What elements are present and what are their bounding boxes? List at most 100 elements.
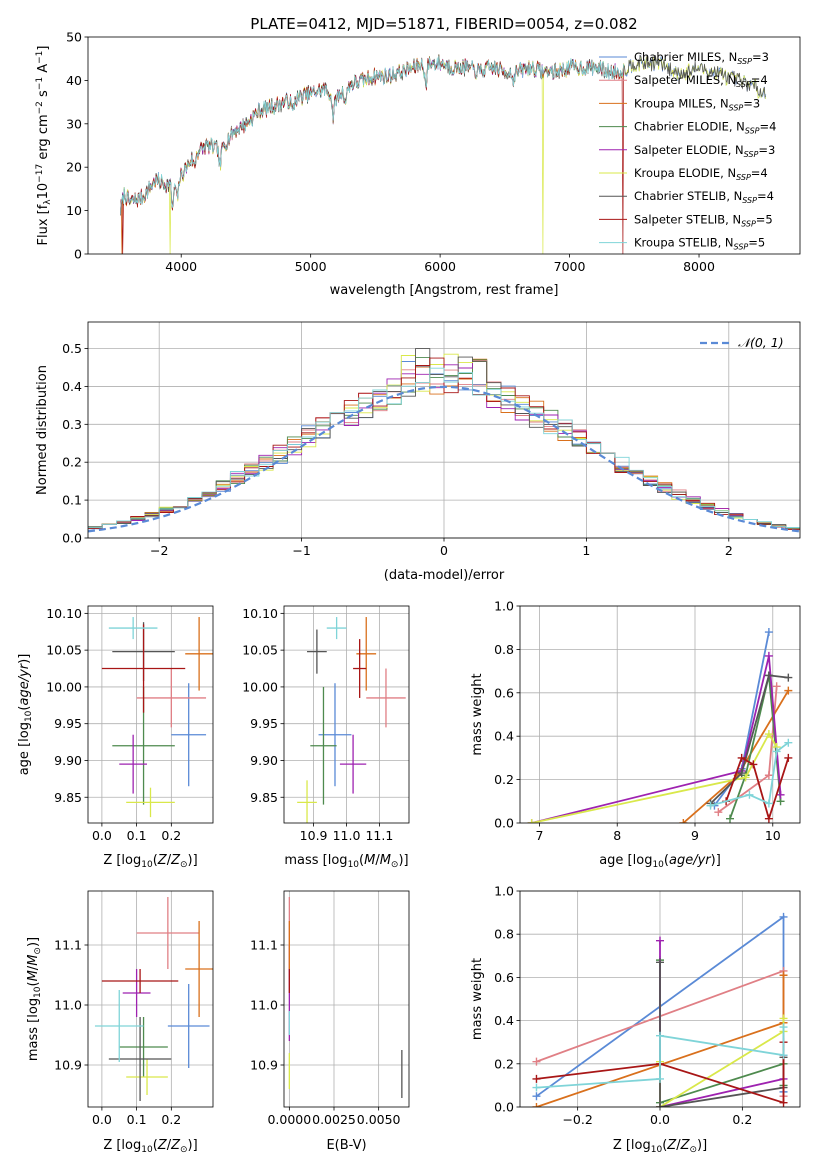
y-tick-label: 0.4 bbox=[494, 729, 514, 744]
x-axis-label-part: ⊙ bbox=[180, 860, 188, 870]
plot-area bbox=[288, 897, 403, 1098]
y-tick-label: 11.1 bbox=[54, 938, 82, 953]
x-axis-label-part: 10 bbox=[348, 860, 360, 870]
axes-frame: 4000 5000 6000 7000 8000 0 10 20 30 40 50 bbox=[66, 30, 801, 274]
mass-weight-line bbox=[709, 674, 789, 805]
y-tick-label: 1.0 bbox=[494, 599, 514, 614]
legend-sub: SSP bbox=[734, 243, 749, 252]
y-tick-label: 0.8 bbox=[494, 642, 514, 657]
x-axis-label-part: M bbox=[364, 853, 375, 868]
y-tick-label: 30 bbox=[66, 116, 82, 131]
mass-weight-marker bbox=[532, 1092, 541, 1101]
y-axis-label-part: ⊙ bbox=[33, 947, 43, 955]
legend-sub: SSP bbox=[745, 127, 760, 136]
legend-label: Kroupa STELIB, NSSP=5 bbox=[634, 236, 765, 252]
mass-weight-marker bbox=[784, 673, 793, 682]
x-tick-label: 0.2 bbox=[161, 828, 181, 843]
legend-model: Chabrier ELODIE, N bbox=[634, 120, 745, 134]
mass-weight-marker bbox=[764, 771, 773, 780]
spectrum-line bbox=[120, 54, 625, 216]
y-axis-label-part: λ bbox=[43, 199, 53, 205]
x-axis-label-part: Z bbox=[170, 853, 181, 868]
x-axis-label-part: Z [log bbox=[613, 1138, 651, 1153]
mass-weight-marker bbox=[779, 912, 788, 921]
legend-model: Kroupa STELIB, N bbox=[634, 236, 734, 250]
axes-frame: −2 −1 0 1 2 0.0 0.1 0.2 0.3 0.4 0.5 bbox=[62, 321, 801, 558]
legend-label: Kroupa ELODIE, NSSP=4 bbox=[634, 166, 768, 182]
y-tick-label: 11.1 bbox=[250, 938, 278, 953]
plot-area bbox=[120, 54, 767, 254]
plot-area bbox=[297, 617, 406, 823]
x-axis-label-part: 10 bbox=[652, 860, 664, 870]
legend-label: Salpeter ELODIE, NSSP=3 bbox=[634, 143, 775, 159]
y-tick-label: 0.2 bbox=[62, 455, 82, 470]
axes-frame: 0.0 0.1 0.2 9.85 9.90 9.95 10.00 10.05 10.10 bbox=[46, 605, 214, 843]
x-tick-label: 10.9 bbox=[300, 828, 328, 843]
mass-weight-marker bbox=[714, 808, 723, 817]
x-tick-label: 4000 bbox=[165, 259, 197, 274]
x-axis-label-part: Z bbox=[680, 1138, 691, 1153]
y-tick-label: 0.5 bbox=[62, 341, 82, 356]
x-axis-label: E(B-V) bbox=[326, 1138, 366, 1153]
x-axis-label-part: 10 bbox=[141, 1145, 153, 1155]
mass-weight-marker bbox=[679, 819, 688, 823]
y-axis-label-part: A bbox=[36, 64, 51, 77]
y-axis-label-part: Flux [f bbox=[36, 204, 51, 245]
mass-weight-marker bbox=[784, 686, 793, 695]
legend-label: 𝒩(0, 1) bbox=[738, 335, 784, 350]
y-tick-label: 9.90 bbox=[250, 753, 278, 768]
x-tick-label: −2 bbox=[150, 543, 168, 558]
x-axis-label-part: )] bbox=[711, 853, 721, 868]
legend-model: Kroupa ELODIE, N bbox=[634, 166, 736, 180]
mass-weight-marker bbox=[741, 773, 750, 782]
legend-label: Chabrier ELODIE, NSSP=4 bbox=[634, 120, 776, 136]
legend-count: =4 bbox=[751, 166, 768, 180]
y-axis-label-part: ( bbox=[17, 706, 32, 711]
x-axis-label-part: mass [log bbox=[284, 853, 347, 868]
mass-weight-line bbox=[531, 655, 782, 823]
mass-weight-marker bbox=[706, 801, 715, 810]
x-tick-label: 1 bbox=[582, 543, 590, 558]
x-tick-label: 2 bbox=[725, 543, 733, 558]
y-axis-label-part: M bbox=[26, 955, 41, 966]
mass-weight-marker bbox=[779, 1051, 788, 1060]
y-tick-label: 40 bbox=[66, 73, 82, 88]
mass-weight-marker bbox=[656, 1031, 664, 1040]
plot-area bbox=[101, 617, 213, 818]
mass-weight-marker bbox=[737, 769, 746, 778]
axes-frame: 0.0000 0.0025 0.0050 10.9 11.0 11.1 bbox=[250, 890, 410, 1127]
x-axis-label-part: Z bbox=[157, 1138, 168, 1153]
x-tick-label: 0.0050 bbox=[357, 1112, 401, 1127]
x-axis-label-part: Z bbox=[666, 1138, 677, 1153]
x-axis-label-part: )] bbox=[398, 853, 408, 868]
y-axis-label: Flux [fλ10−17 erg cm−2 s−1 A−1] bbox=[35, 46, 53, 246]
y-tick-label: 0.4 bbox=[62, 379, 82, 394]
y-tick-label: 0.4 bbox=[494, 1013, 514, 1028]
axes-frame: 0.0 0.1 0.2 10.9 11.0 11.1 bbox=[54, 890, 214, 1127]
x-axis-label-part: M bbox=[380, 853, 391, 868]
mass-weight-marker bbox=[779, 1098, 788, 1107]
x-axis-label-part: ( bbox=[153, 853, 158, 868]
y-axis-label-part: −1 bbox=[35, 51, 45, 64]
x-tick-label: 0.1 bbox=[127, 828, 147, 843]
y-axis-label-part: )] bbox=[26, 937, 41, 947]
legend-sub: SSP bbox=[744, 150, 759, 159]
legend-sub: SSP bbox=[729, 103, 744, 112]
x-axis-label: Z [log10(Z/Z⊙)] bbox=[103, 1138, 197, 1155]
x-tick-label: 7 bbox=[535, 828, 543, 843]
x-axis-label: Z [log10(Z/Z⊙)] bbox=[613, 1138, 707, 1155]
mass-weight-marker bbox=[737, 753, 746, 762]
x-axis-label-part: ( bbox=[153, 1138, 158, 1153]
legend-model: Salpeter MILES, N bbox=[634, 73, 736, 87]
mass-vs-z-panel: 0.0 0.1 0.210.911.011.1Z [log10(Z/Z⊙)]mass… bbox=[26, 890, 214, 1155]
y-tick-label: 0.1 bbox=[62, 493, 82, 508]
y-axis-label-part: / bbox=[26, 965, 41, 970]
legend-count: =4 bbox=[751, 73, 768, 87]
y-tick-label: 11.0 bbox=[250, 998, 278, 1013]
x-axis-label-part: ⊙ bbox=[180, 1145, 188, 1155]
mass-weight-line bbox=[659, 940, 785, 1107]
y-tick-label: 11.0 bbox=[54, 998, 82, 1013]
mass-weight-marker bbox=[772, 682, 781, 691]
y-axis-label-part: 10 bbox=[24, 710, 34, 722]
